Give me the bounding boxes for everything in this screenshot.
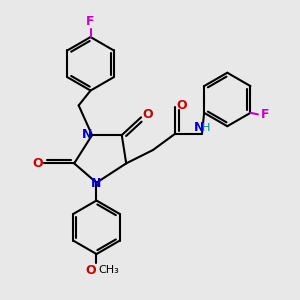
- Text: O: O: [176, 99, 187, 112]
- Text: N: N: [194, 121, 204, 134]
- Text: O: O: [86, 264, 97, 277]
- Text: F: F: [86, 15, 95, 28]
- Text: CH₃: CH₃: [99, 266, 119, 275]
- Text: N: N: [91, 177, 102, 190]
- Text: F: F: [261, 108, 270, 121]
- Text: O: O: [33, 157, 43, 170]
- Text: H: H: [202, 123, 211, 133]
- Text: O: O: [142, 108, 153, 122]
- Text: N: N: [82, 128, 92, 141]
